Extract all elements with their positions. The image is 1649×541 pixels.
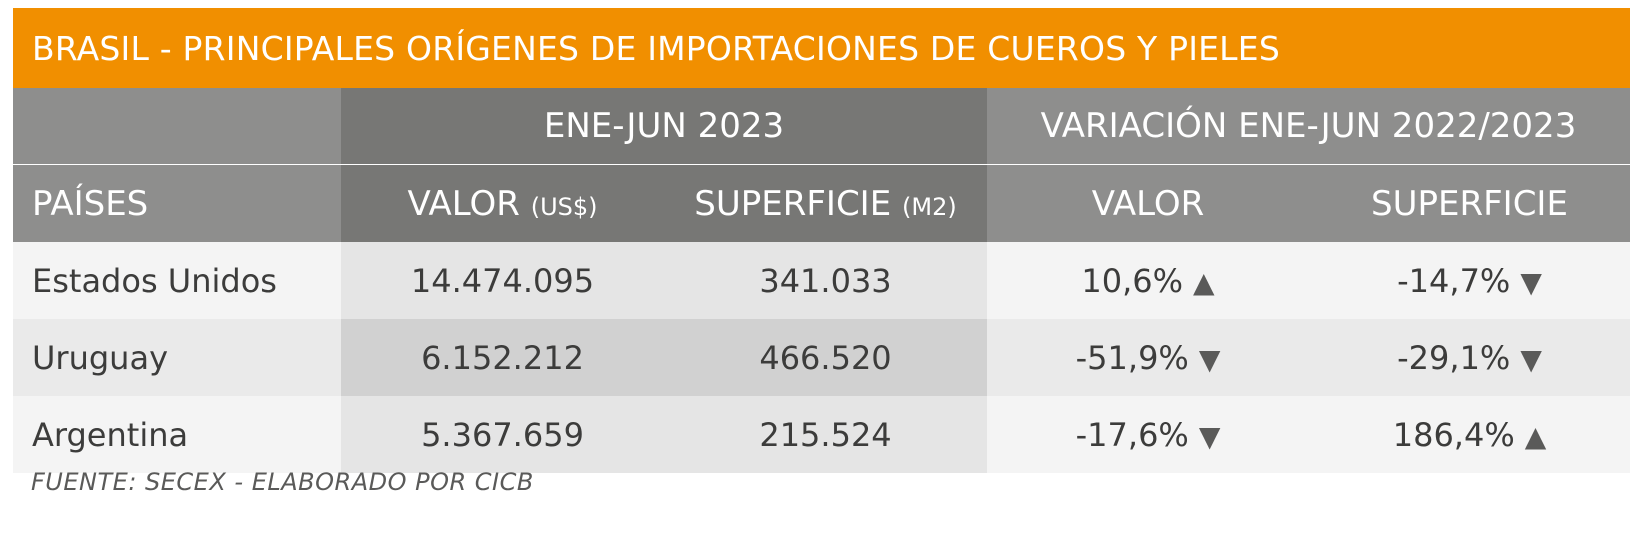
superficie-cell: 466.520 (664, 319, 987, 396)
table-row: Estados Unidos 14.474.095 341.033 10,6% ▲… (13, 242, 1630, 319)
trend-down-icon: ▼ (1198, 342, 1221, 376)
var-valor-cell: 10,6% ▲ (987, 242, 1309, 319)
header-group-period: ENE-JUN 2023 (341, 88, 987, 165)
var-valor-text: 10,6% (1081, 261, 1184, 300)
header-superficie-label: SUPERFICIE (694, 183, 892, 224)
source-note: FUENTE: SECEX - ELABORADO POR CICB (31, 468, 534, 496)
valor-cell: 5.367.659 (341, 396, 664, 473)
valor-cell: 6.152.212 (341, 319, 664, 396)
table-title: BRASIL - PRINCIPALES ORÍGENES DE IMPORTA… (13, 8, 1630, 88)
header-country: PAÍSES (13, 164, 341, 242)
valor-cell: 14.474.095 (341, 242, 664, 319)
trend-down-icon: ▼ (1198, 419, 1221, 453)
header-var-valor: VALOR (987, 164, 1309, 242)
country-cell: Argentina (13, 396, 341, 473)
superficie-cell: 341.033 (664, 242, 987, 319)
var-superficie-text: 186,4% (1392, 415, 1515, 454)
var-superficie-cell: -14,7% ▼ (1309, 242, 1630, 319)
header-superficie: SUPERFICIE (M2) (664, 164, 987, 242)
var-valor-text: -17,6% (1075, 415, 1189, 454)
country-cell: Estados Unidos (13, 242, 341, 319)
header-valor-label: VALOR (407, 183, 520, 224)
trend-down-icon: ▼ (1520, 342, 1542, 376)
var-superficie-cell: 186,4% ▲ (1309, 396, 1630, 473)
table-row: Argentina 5.367.659 215.524 -17,6% ▼ 186,… (13, 396, 1630, 473)
header-superficie-unit: (M2) (902, 192, 957, 221)
header-var-superficie: SUPERFICIE (1309, 164, 1630, 242)
trend-down-icon: ▼ (1520, 265, 1542, 299)
imports-table: ENE-JUN 2023 VARIACIÓN ENE-JUN 2022/2023… (13, 88, 1630, 473)
table-row: Uruguay 6.152.212 466.520 -51,9% ▼ -29,1%… (13, 319, 1630, 396)
header-valor: VALOR (US$) (341, 164, 664, 242)
header-group-row: ENE-JUN 2023 VARIACIÓN ENE-JUN 2022/2023 (13, 88, 1630, 165)
superficie-cell: 215.524 (664, 396, 987, 473)
var-superficie-text: -14,7% (1397, 261, 1511, 300)
imports-table-card: BRASIL - PRINCIPALES ORÍGENES DE IMPORTA… (13, 8, 1630, 473)
header-valor-unit: (US$) (530, 192, 598, 221)
header-column-row: PAÍSES VALOR (US$) SUPERFICIE (M2) VALOR… (13, 164, 1630, 242)
var-superficie-cell: -29,1% ▼ (1309, 319, 1630, 396)
var-valor-text: -51,9% (1075, 338, 1189, 377)
country-cell: Uruguay (13, 319, 341, 396)
trend-up-icon: ▲ (1193, 265, 1215, 299)
header-group-variation: VARIACIÓN ENE-JUN 2022/2023 (987, 88, 1630, 165)
header-empty-cell (13, 88, 341, 165)
var-valor-cell: -17,6% ▼ (987, 396, 1309, 473)
trend-up-icon: ▲ (1524, 419, 1547, 453)
var-superficie-text: -29,1% (1397, 338, 1511, 377)
var-valor-cell: -51,9% ▼ (987, 319, 1309, 396)
